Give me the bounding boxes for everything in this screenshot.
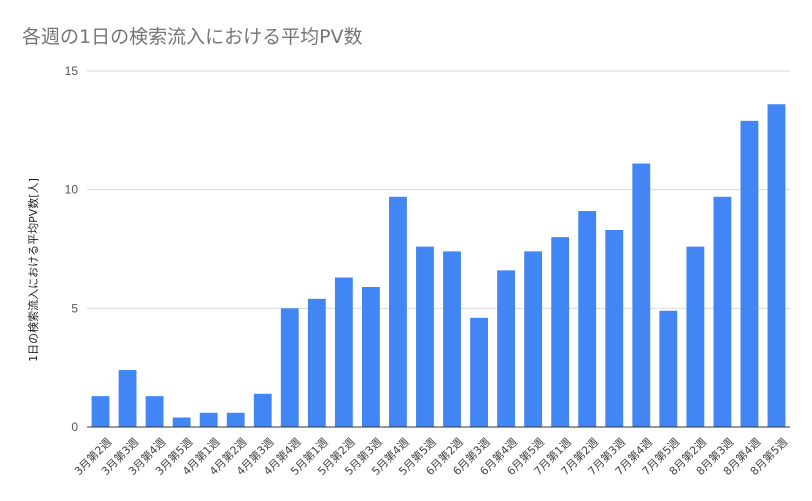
- bar: [334, 277, 353, 427]
- bar: [578, 211, 597, 427]
- y-tick-label: 10: [65, 183, 79, 197]
- y-tick-label: 0: [71, 420, 78, 434]
- bar: [307, 298, 326, 427]
- bar: [470, 317, 488, 427]
- bar: [659, 310, 678, 427]
- x-axis-ticks: 3月第2週3月第3週3月第4週3月第5週4月第1週4月第2週4月第3週4月第4週…: [71, 435, 790, 478]
- bar: [389, 196, 407, 427]
- gridlines: [87, 70, 790, 309]
- bar: [172, 417, 191, 427]
- bar: [118, 370, 137, 427]
- bar: [632, 163, 651, 427]
- bar: [551, 237, 570, 427]
- bar: [91, 396, 110, 427]
- y-tick-label: 5: [71, 301, 78, 315]
- bar: [605, 230, 624, 427]
- y-tick-label: 15: [65, 64, 79, 78]
- bar: [416, 246, 434, 427]
- y-axis-ticks: 0 5 10 15: [65, 64, 79, 434]
- y-axis-label: 1日の検索流入における平均PV数[人]: [26, 178, 40, 362]
- bar: [767, 104, 786, 427]
- bar: [524, 251, 543, 427]
- bar: [740, 120, 759, 427]
- bar: [199, 412, 218, 427]
- bar: [145, 396, 164, 427]
- bar: [686, 246, 705, 427]
- bars: [91, 104, 786, 427]
- chart-title: 各週の1日の検索流入における平均PV数: [22, 26, 363, 48]
- bar: [443, 251, 461, 427]
- bar: [280, 308, 299, 427]
- bar: [497, 270, 516, 427]
- bar: [361, 286, 380, 427]
- bar: [226, 412, 245, 427]
- bar: [253, 393, 272, 427]
- bar: [713, 196, 732, 427]
